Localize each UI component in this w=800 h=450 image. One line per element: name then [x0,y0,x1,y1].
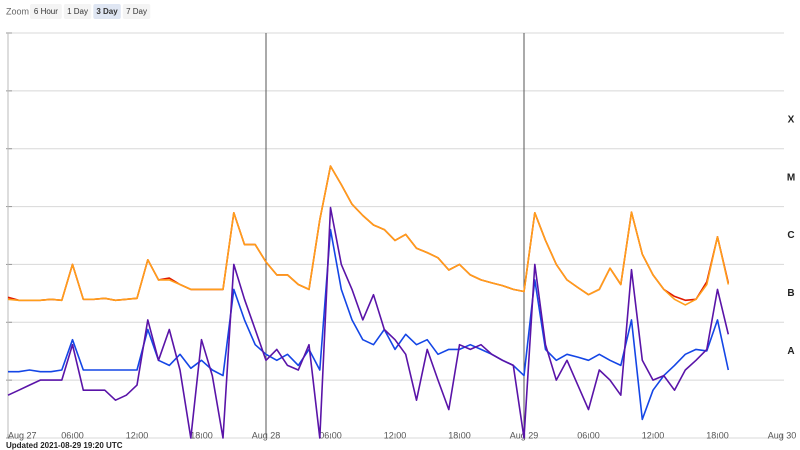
zoom-button-bg[interactable] [93,4,121,19]
x-tick-label: Aug 27 [8,430,37,440]
zoom-button[interactable]: 7 Day [122,4,151,19]
zoom-buttons: 6 Hour 1 Day 3 Day 7 Day [30,4,151,19]
x-tick-label: 18:00 [448,430,471,440]
class-label: M [787,172,795,183]
x-tick-label: Aug 28 [252,430,281,440]
zoom-button[interactable]: 3 Day [93,4,121,19]
series-line [7,206,730,439]
zoom-label: Zoom [6,6,29,16]
x-tick-label: 12:00 [384,430,407,440]
class-label: A [787,346,794,357]
series-line [8,228,730,421]
x-tick-label: 18:00 [190,430,213,440]
x-tick-label: 06:00 [61,430,84,440]
updated-text: Updated 2021-08-29 19:20 UTC [6,441,123,450]
zoom-button-bg[interactable] [30,4,62,19]
series-line [7,165,730,306]
x-tick-label: 12:00 [642,430,665,440]
zoom-button-bg[interactable] [63,4,92,19]
zoom-button[interactable]: 6 Hour [30,4,62,19]
zoom-button[interactable]: 1 Day [63,4,92,19]
x-tick-label: 06:00 [577,430,600,440]
x-tick-label: 18:00 [706,430,729,440]
zoom-button-bg[interactable] [122,4,151,19]
class-label: C [787,230,794,241]
zoom-button-label[interactable]: 3 Day [96,7,118,16]
zoom-button-label[interactable]: 1 Day [67,7,88,16]
class-label: B [787,288,794,299]
zoom-button-label[interactable]: 7 Day [126,7,147,16]
series-line [7,165,730,302]
zoom-button-label[interactable]: 6 Hour [34,7,58,16]
class-label: X [788,114,795,125]
x-tick-label: 12:00 [126,430,149,440]
x-tick-label: Aug 30 [768,430,797,440]
x-tick-label: 06:00 [319,430,342,440]
